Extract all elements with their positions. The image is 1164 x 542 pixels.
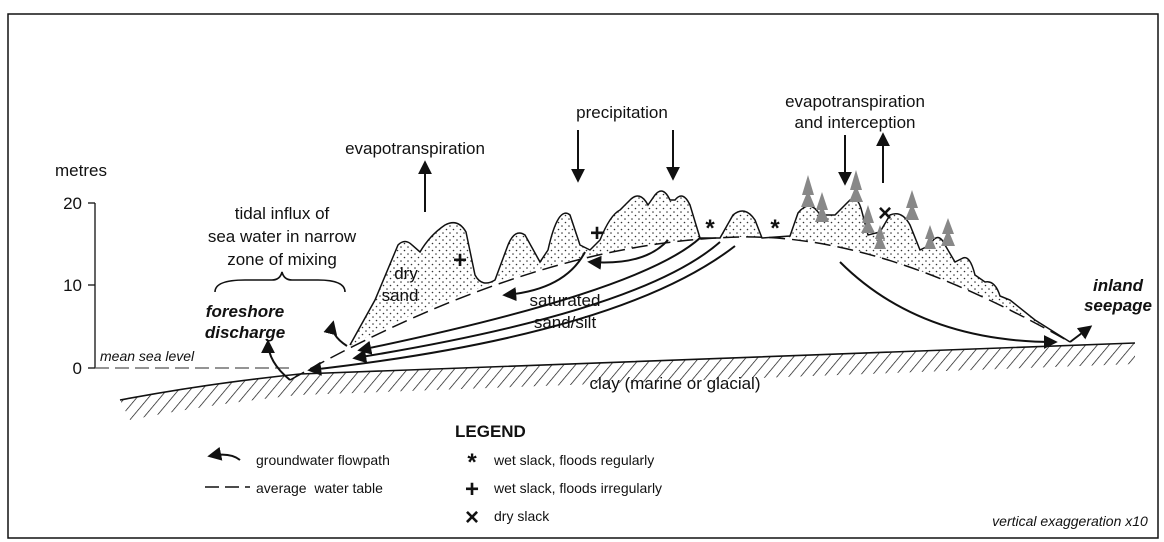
trees xyxy=(801,170,955,249)
label: and interception xyxy=(795,113,916,132)
axis-label: metres xyxy=(55,161,107,180)
label: evapotranspiration xyxy=(785,92,925,111)
clay-hatch xyxy=(120,343,1135,420)
tick-label: 10 xyxy=(63,276,82,295)
brace xyxy=(214,271,346,293)
tick-label: 20 xyxy=(63,194,82,213)
legend-text: groundwater flowpath xyxy=(256,452,390,468)
label: foreshore xyxy=(206,302,284,321)
water-table xyxy=(289,236,1071,381)
flowpaths xyxy=(261,237,1093,381)
label: clay (marine or glacial) xyxy=(590,374,761,393)
slack-symbol: × xyxy=(878,200,892,227)
label: sand xyxy=(382,286,419,305)
y-axis xyxy=(88,202,96,369)
legend-arrow xyxy=(207,446,241,461)
label: sand/silt xyxy=(534,313,597,332)
legend-text: dry slack xyxy=(494,508,550,524)
label: precipitation xyxy=(576,103,668,122)
legend-symbol: + xyxy=(465,476,479,503)
tick-label: 0 xyxy=(73,359,82,378)
legend-text: average water table xyxy=(256,480,383,496)
slack-symbol: * xyxy=(705,215,715,242)
slack-symbol: + xyxy=(590,220,604,247)
label: evapotranspiration xyxy=(345,139,485,158)
process-arrows xyxy=(418,130,890,212)
slack-symbol: + xyxy=(453,247,467,274)
frame xyxy=(7,13,1159,539)
label: seepage xyxy=(1084,296,1152,315)
label: saturated xyxy=(530,291,601,310)
sea-level-label: mean sea level xyxy=(100,348,195,364)
legend-symbol: * xyxy=(467,449,477,476)
legend-text: wet slack, floods irregularly xyxy=(493,480,662,496)
label: sea water in narrow xyxy=(208,227,357,246)
label: inland xyxy=(1093,276,1144,295)
slack-symbol: * xyxy=(770,215,780,242)
label: zone of mixing xyxy=(227,250,337,269)
label: discharge xyxy=(205,323,285,342)
label: vertical exaggeration x10 xyxy=(992,513,1148,529)
label: dry xyxy=(394,264,418,283)
legend-symbol: × xyxy=(465,504,479,531)
legend-text: wet slack, floods regularly xyxy=(493,452,654,468)
dry-sand-fill xyxy=(350,191,1070,346)
ground-line xyxy=(119,342,1136,401)
legend-title: LEGEND xyxy=(455,422,526,441)
label: tidal influx of xyxy=(235,204,330,223)
